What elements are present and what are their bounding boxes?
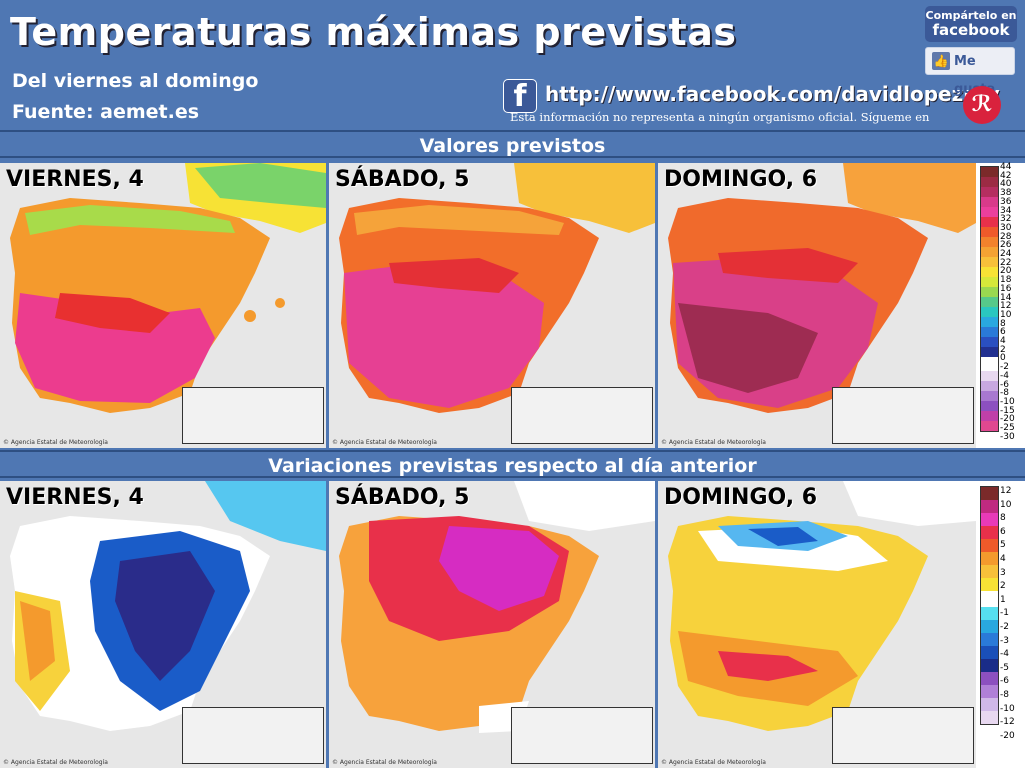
day-label: DOMINGO, 6 (664, 167, 818, 192)
canary-islands-inset (511, 707, 653, 764)
map-credit: © Agencia Estatal de Meteorología (332, 759, 437, 766)
legend-tick-label: -20 (1000, 730, 1015, 741)
map-panel-values-sunday: DOMINGO, 6 © Agencia Estatal de Meteorol… (658, 163, 976, 448)
legend-tick-label: 14 (1000, 292, 1012, 303)
map-panel-values-saturday: SÁBADO, 5 © Agencia Estatal de Meteorolo… (329, 163, 655, 448)
legend-tick-label: -4 (1000, 649, 1009, 660)
legend-tick-label: -2 (1000, 362, 1009, 373)
legend-tick-label: -8 (1000, 690, 1009, 700)
share-line2: facebook (932, 21, 1010, 39)
legend-tick-label: 4 (1000, 554, 1006, 564)
legend-tick-label: -10 (1000, 396, 1015, 407)
map-panel-variation-friday: VIERNES, 4 © Agencia Estatal de Meteorol… (0, 481, 326, 768)
legend-tick-label: -20 (1000, 414, 1015, 425)
legend-values (980, 166, 999, 432)
legend-tick-label: 32 (1000, 214, 1012, 225)
day-label: DOMINGO, 6 (664, 485, 818, 510)
canary-islands-inset (832, 387, 974, 444)
canary-islands-inset (182, 707, 324, 764)
iberia-map (658, 481, 976, 768)
legend-tick-label: 4 (1000, 336, 1006, 346)
legend-tick-label: -1 (1000, 608, 1009, 619)
legend-tick-label: 2 (1000, 344, 1006, 355)
legend-tick-label: 36 (1000, 196, 1012, 207)
section-bar-variations: Variaciones previstas respecto al día an… (0, 450, 1025, 478)
day-label: SÁBADO, 5 (335, 167, 470, 192)
subtitle: Del viernes al domingo (12, 70, 259, 92)
facebook-link[interactable]: http://www.facebook.com/davidlopezrey (545, 82, 1000, 106)
legend-tick-label: 20 (1000, 266, 1012, 277)
legend-tick-label: 8 (1000, 318, 1006, 329)
page-title: Temperaturas máximas previstas (10, 10, 737, 54)
legend-tick-label: 38 (1000, 188, 1012, 199)
day-label: VIERNES, 4 (6, 167, 144, 192)
legend-tick-label: -30 (1000, 431, 1015, 442)
source-label: Fuente: aemet.es (12, 101, 200, 123)
legend-tick-label: -2 (1000, 622, 1009, 632)
legend-tick-label: 30 (1000, 222, 1012, 233)
legend-tick-label: 3 (1000, 567, 1006, 578)
legend-tick-label: 6 (1000, 526, 1006, 537)
legend-tick-label: -4 (1000, 370, 1009, 381)
day-label: SÁBADO, 5 (335, 485, 470, 510)
legend-tick-label: 0 (1000, 353, 1006, 364)
map-credit: © Agencia Estatal de Meteorología (661, 439, 766, 446)
author-logo-icon[interactable]: ℛ (963, 86, 1001, 124)
section-bar-values: Valores previstos (0, 130, 1025, 158)
legend-tick-label: -12 (1000, 717, 1015, 728)
legend-tick-label: -15 (1000, 405, 1015, 416)
legend-tick-label: 2 (1000, 581, 1006, 592)
map-credit: © Agencia Estatal de Meteorología (332, 439, 437, 446)
legend-tick-label: 12 (1000, 486, 1012, 496)
legend-tick-label: 18 (1000, 275, 1012, 286)
legend-tick-label: 10 (1000, 309, 1012, 320)
header: Temperaturas máximas previstas Del viern… (0, 0, 1025, 130)
map-credit: © Agencia Estatal de Meteorología (3, 759, 108, 766)
legend-tick-label: 8 (1000, 513, 1006, 524)
map-panel-variation-saturday: SÁBADO, 5 © Agencia Estatal de Meteorolo… (329, 481, 655, 768)
canary-islands-inset (832, 707, 974, 764)
share-facebook-button[interactable]: Compártelo en facebook (925, 6, 1017, 42)
day-label: VIERNES, 4 (6, 485, 144, 510)
legend-tick-label: 26 (1000, 240, 1012, 251)
iberia-map (0, 481, 326, 768)
legend-tick-label: -25 (1000, 423, 1015, 433)
map-credit: © Agencia Estatal de Meteorología (3, 439, 108, 446)
legend-tick-label: 40 (1000, 179, 1012, 190)
map-panel-variation-sunday: DOMINGO, 6 © Agencia Estatal de Meteorol… (658, 481, 976, 768)
legend-variation (980, 486, 999, 725)
legend-tick-label: -10 (1000, 703, 1015, 714)
legend-tick-label: 6 (1000, 327, 1006, 338)
legend-tick-label: -3 (1000, 635, 1009, 646)
legend-tick-label: 12 (1000, 301, 1012, 312)
legend-tick-label: -5 (1000, 662, 1009, 673)
legend-tick-label: 1 (1000, 594, 1006, 605)
legend-tick-label: 44 (1000, 162, 1012, 172)
map-panel-values-friday: VIERNES, 4 © Agencia Estatal de Meteorol… (0, 163, 326, 448)
legend-tick-label: 22 (1000, 257, 1012, 268)
like-button[interactable]: 👍 Me gusta (925, 47, 1015, 97)
legend-tick-label: 24 (1000, 249, 1012, 259)
canary-islands-inset (511, 387, 653, 444)
legend-tick-label: 42 (1000, 170, 1012, 181)
legend-tick-label: 34 (1000, 205, 1012, 216)
legend-tick-label: 10 (1000, 499, 1012, 510)
legend-tick-label: -8 (1000, 388, 1009, 399)
legend-tick-label: 5 (1000, 540, 1006, 551)
thumbs-up-icon: 👍 (932, 52, 950, 70)
legend-tick-label: -6 (1000, 676, 1009, 687)
facebook-icon[interactable]: f (503, 79, 537, 114)
legend-tick-label: 16 (1000, 283, 1012, 294)
canary-islands-inset (182, 387, 324, 444)
map-credit: © Agencia Estatal de Meteorología (661, 759, 766, 766)
share-line1: Compártelo en (925, 9, 1017, 22)
iberia-map (0, 163, 326, 448)
disclaimer: Esta información no representa a ningún … (510, 110, 930, 124)
legend-tick-label: 28 (1000, 231, 1012, 242)
legend-tick-label: -6 (1000, 379, 1009, 390)
